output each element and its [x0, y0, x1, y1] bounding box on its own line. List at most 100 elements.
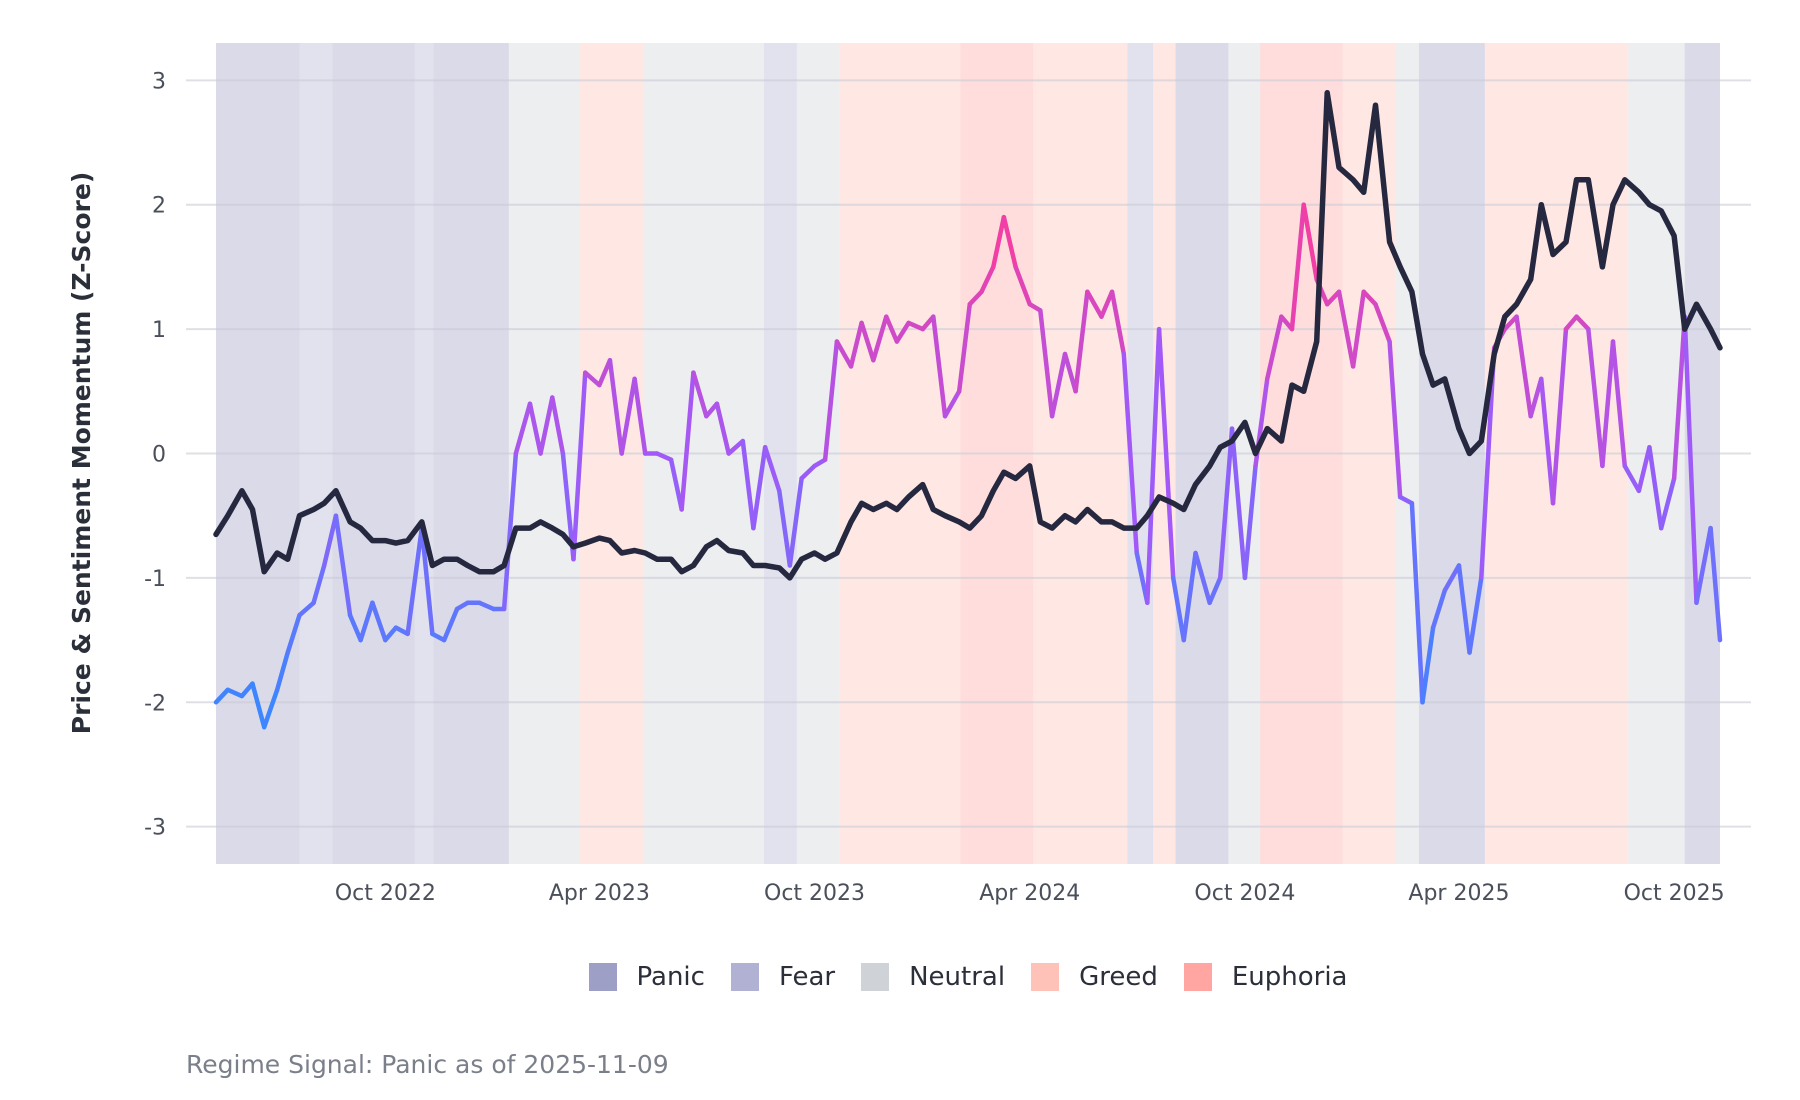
legend-item-panic: Panic — [588, 962, 705, 992]
y-tick-label: -3 — [144, 816, 166, 841]
sentiment-segment — [1409, 501, 1425, 705]
sentiment-segment — [1217, 426, 1235, 581]
sentiment-segment — [285, 612, 302, 655]
sentiment-segment — [550, 395, 566, 456]
sentiment-segment — [607, 357, 624, 456]
price-line — [213, 90, 1723, 581]
sentiment-segment — [726, 438, 746, 456]
sentiment-segment — [311, 563, 327, 606]
sentiment-segment — [740, 438, 756, 531]
sentiment-segment — [1085, 289, 1104, 319]
sentiment-segment — [1636, 445, 1652, 494]
sentiment-segment — [1242, 463, 1258, 581]
sentiment-segment — [1420, 625, 1436, 705]
sentiment-segment — [1073, 289, 1090, 394]
y-tick-label: -1 — [144, 567, 166, 592]
sentiment-segment — [527, 401, 543, 456]
legend-label: Panic — [636, 962, 705, 992]
sentiment-segment — [1514, 314, 1533, 419]
sentiment-segment — [956, 301, 973, 394]
sentiment-segment — [1600, 339, 1616, 469]
sentiment-segment — [668, 457, 684, 512]
sentiment-segment — [679, 370, 696, 512]
sentiment-segment — [654, 451, 674, 462]
sentiment-segment — [321, 513, 339, 568]
sentiment-segment — [1387, 339, 1403, 500]
sentiment-segment — [1324, 289, 1342, 307]
sentiment-segment — [333, 513, 353, 618]
legend-swatch — [1183, 963, 1212, 991]
sentiment-segment — [538, 395, 555, 456]
sentiment-segment — [894, 320, 911, 344]
sentiment-segment — [714, 401, 731, 456]
legend-item-euphoria: Euphoria — [1183, 962, 1348, 992]
y-axis-ticks: 3 2 1 0 -1 -2 -3 — [144, 69, 166, 840]
sentiment-segment — [1350, 289, 1366, 369]
legend-swatch — [730, 963, 759, 991]
sentiment-segment — [597, 357, 613, 388]
sentiment-segment — [1301, 202, 1319, 282]
sentiment-segment — [571, 370, 588, 562]
sentiment-segment — [1145, 326, 1162, 606]
sentiment-segment — [1229, 426, 1248, 581]
sentiment-segment — [1456, 563, 1472, 655]
sentiment-segment — [1658, 476, 1677, 531]
y-tick-label: -2 — [144, 691, 166, 716]
sentiment-segment — [1336, 289, 1356, 369]
x-tick-label: Oct 2024 — [1194, 881, 1295, 906]
sentiment-segment — [691, 370, 709, 419]
sentiment-segment — [1647, 445, 1664, 531]
sentiment-segment — [834, 339, 854, 369]
sentiment-segment — [370, 600, 388, 643]
sentiment-segment — [1708, 525, 1723, 643]
sentiment-segment — [582, 370, 602, 388]
sentiment-segment — [906, 320, 925, 332]
sentiment-segment — [751, 445, 768, 531]
legend-item-neutral: Neutral — [861, 962, 1005, 992]
legend-label: Greed — [1079, 962, 1158, 992]
legend-item-greed: Greed — [1031, 962, 1158, 992]
sentiment-segment — [501, 451, 519, 612]
x-tick-label: Apr 2023 — [549, 881, 650, 906]
sentiment-segment — [405, 525, 425, 637]
sentiment-segment — [619, 376, 637, 456]
legend-label: Fear — [778, 962, 836, 992]
sentiment-segment — [1181, 550, 1198, 643]
sentiment-segment — [1574, 314, 1591, 332]
sentiment-segment — [1049, 351, 1068, 419]
sentiment-segment — [799, 463, 817, 481]
x-tick-label: Oct 2023 — [764, 881, 865, 906]
regime-signal-caption: Regime Signal: Panic as of 2025-11-09 — [186, 1050, 669, 1079]
sentiment-segment — [1170, 575, 1187, 643]
sentiment-segment — [942, 389, 962, 419]
sentiment-segment — [274, 650, 290, 693]
sentiment-segment — [261, 687, 280, 730]
sentiment-segment — [1373, 301, 1392, 344]
sentiment-segment — [967, 289, 984, 307]
sentiment-segment — [1671, 314, 1687, 481]
sentiment-segment — [1586, 326, 1605, 469]
sentiment-segment — [991, 214, 1007, 270]
y-tick-label: 3 — [152, 69, 166, 94]
sentiment-segment — [848, 320, 864, 369]
sentiment-segment — [213, 687, 231, 705]
sentiment-segment — [762, 445, 782, 494]
sentiment-segment — [1207, 575, 1223, 606]
sentiment-segment — [1013, 264, 1032, 307]
sentiment-segment — [1265, 314, 1284, 382]
sentiment-segment — [1099, 289, 1115, 319]
sentiment-segment — [347, 612, 363, 643]
sentiment-segment — [1361, 289, 1378, 307]
sentiment-segment — [1467, 575, 1484, 655]
sentiment-segment — [1038, 308, 1055, 419]
legend-swatch — [588, 963, 617, 991]
x-tick-label: Apr 2025 — [1408, 881, 1509, 906]
sentiment-line — [213, 202, 1723, 730]
sentiment-segment — [1062, 351, 1078, 394]
sentiment-segment — [1289, 202, 1306, 332]
legend-item-fear: Fear — [730, 962, 836, 992]
sentiment-segment — [1109, 289, 1127, 357]
sentiment-segment — [1539, 376, 1556, 506]
sentiment-segment — [1610, 339, 1628, 469]
